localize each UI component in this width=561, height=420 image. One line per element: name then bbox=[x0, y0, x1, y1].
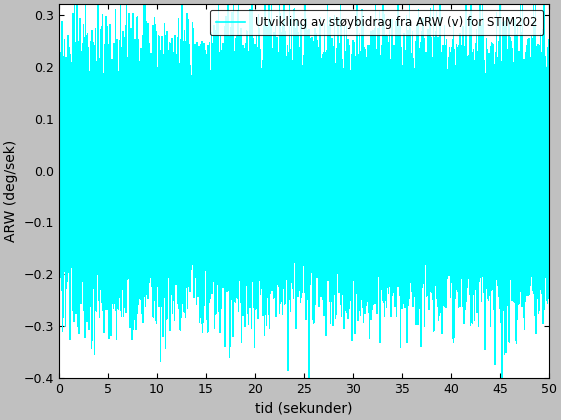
X-axis label: tid (sekunder): tid (sekunder) bbox=[255, 402, 353, 416]
Y-axis label: ARW (deg/sek): ARW (deg/sek) bbox=[4, 140, 18, 242]
Legend: Utvikling av støybidrag fra ARW (v) for STIM202: Utvikling av støybidrag fra ARW (v) for … bbox=[210, 10, 543, 35]
